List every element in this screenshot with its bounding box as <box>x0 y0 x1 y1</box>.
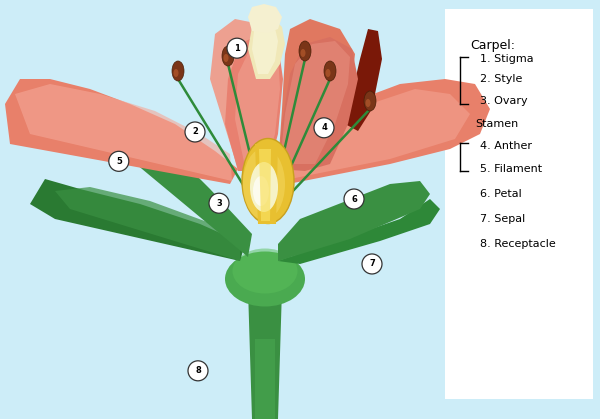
Polygon shape <box>285 79 490 184</box>
Ellipse shape <box>173 69 179 77</box>
Polygon shape <box>252 21 278 74</box>
Polygon shape <box>210 19 278 169</box>
Ellipse shape <box>242 139 294 223</box>
Circle shape <box>362 254 382 274</box>
Text: 6: 6 <box>351 194 357 204</box>
Ellipse shape <box>233 248 298 293</box>
Ellipse shape <box>364 91 376 111</box>
Polygon shape <box>248 17 285 79</box>
Ellipse shape <box>243 148 285 220</box>
Ellipse shape <box>253 176 269 206</box>
Polygon shape <box>15 84 232 181</box>
Text: 2: 2 <box>192 127 198 137</box>
Polygon shape <box>248 289 282 419</box>
Ellipse shape <box>250 162 278 212</box>
Text: 3. Ovary: 3. Ovary <box>480 96 527 106</box>
Ellipse shape <box>324 61 336 81</box>
Text: 1: 1 <box>234 44 240 53</box>
FancyBboxPatch shape <box>445 9 593 399</box>
Polygon shape <box>278 37 358 171</box>
Polygon shape <box>125 129 252 257</box>
Polygon shape <box>225 34 283 171</box>
Ellipse shape <box>225 251 305 307</box>
Circle shape <box>227 38 247 58</box>
Circle shape <box>314 118 334 138</box>
Circle shape <box>185 122 205 142</box>
Text: 7. Sepal: 7. Sepal <box>480 214 525 224</box>
Text: 4. Anther: 4. Anther <box>480 141 532 151</box>
Polygon shape <box>248 4 282 33</box>
Ellipse shape <box>301 49 305 57</box>
Ellipse shape <box>365 99 371 107</box>
Polygon shape <box>255 144 278 224</box>
Text: 6. Petal: 6. Petal <box>480 189 522 199</box>
Polygon shape <box>259 149 271 221</box>
Text: 2. Style: 2. Style <box>480 74 523 84</box>
Polygon shape <box>278 181 430 261</box>
Circle shape <box>188 361 208 381</box>
Polygon shape <box>345 29 382 131</box>
Text: 5. Filament: 5. Filament <box>480 164 542 174</box>
Polygon shape <box>235 41 280 167</box>
Circle shape <box>209 193 229 213</box>
Text: 7: 7 <box>369 259 375 269</box>
Polygon shape <box>30 179 245 261</box>
Polygon shape <box>280 41 350 164</box>
Circle shape <box>109 151 129 171</box>
Text: 3: 3 <box>216 199 222 208</box>
Text: 1. Stigma: 1. Stigma <box>480 54 533 64</box>
Circle shape <box>344 189 364 209</box>
Polygon shape <box>255 339 275 419</box>
Ellipse shape <box>222 46 234 66</box>
Text: Carpel:: Carpel: <box>470 39 515 52</box>
Polygon shape <box>55 187 240 261</box>
Text: 8: 8 <box>195 366 201 375</box>
Polygon shape <box>5 79 238 184</box>
Text: 5: 5 <box>116 157 122 166</box>
Polygon shape <box>278 19 355 169</box>
Polygon shape <box>290 89 470 179</box>
Ellipse shape <box>299 41 311 61</box>
Ellipse shape <box>172 61 184 81</box>
Text: 8. Receptacle: 8. Receptacle <box>480 239 556 249</box>
Ellipse shape <box>325 69 331 77</box>
Polygon shape <box>278 199 440 264</box>
Text: Stamen: Stamen <box>475 119 518 129</box>
Text: 4: 4 <box>321 123 327 132</box>
Ellipse shape <box>223 54 229 62</box>
